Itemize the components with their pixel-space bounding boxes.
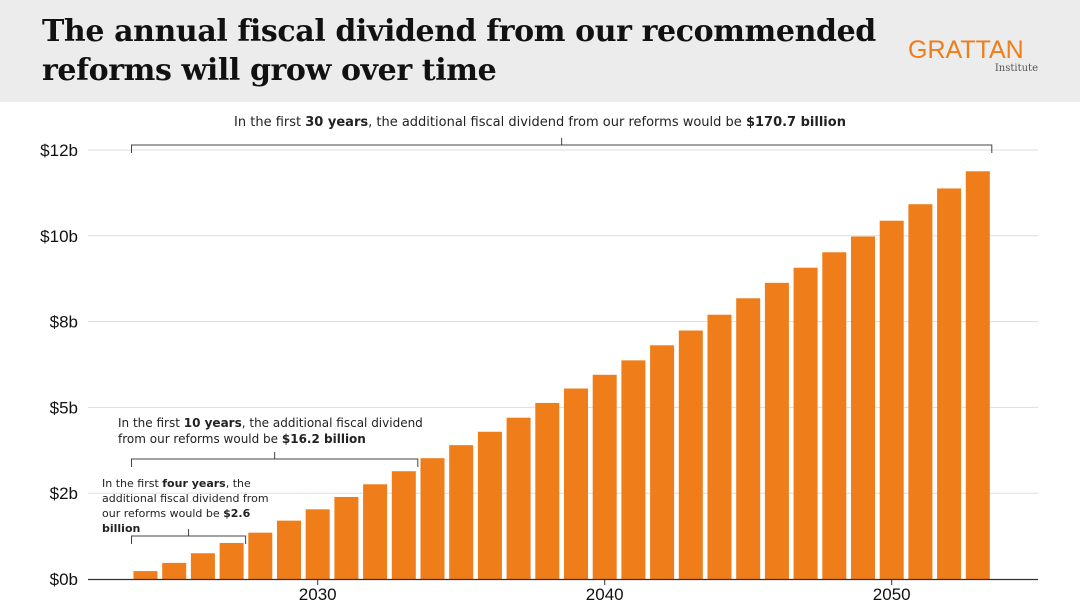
annotation-10-years: In the first 10 years, the additional fi… (118, 416, 423, 446)
annotation-four-years: In the first four years, the additional … (102, 477, 269, 535)
logo-wordmark: GRATTAN (908, 36, 1024, 64)
y-tick-label: $12b (40, 141, 78, 160)
y-tick-label: $0b (50, 570, 78, 589)
annotation-bracket (131, 452, 419, 467)
bar (965, 171, 990, 580)
grattan-logo: GRATTAN Institute (908, 36, 1038, 76)
y-tick-label: $10b (40, 227, 78, 246)
y-tick-label: $5b (50, 398, 78, 417)
bar (908, 204, 933, 580)
bar (219, 542, 244, 579)
bar (564, 388, 588, 579)
bar (363, 484, 388, 579)
bar (736, 298, 761, 579)
bar (793, 267, 818, 579)
bar (190, 553, 215, 579)
x-tick-label: 2040 (586, 585, 624, 604)
x-tick-label: 2050 (873, 585, 911, 604)
bar (277, 520, 301, 579)
bar (535, 402, 560, 579)
bar (621, 360, 646, 579)
bar (391, 471, 416, 579)
y-tick-label: $2b (50, 484, 78, 503)
x-tick-label: 2030 (299, 585, 337, 604)
bar (133, 571, 158, 579)
bar (707, 314, 732, 579)
bar-chart: $0b $2b $5b $8b $10b $12b 2030 2040 2050 (40, 138, 1038, 604)
header-band: The annual fiscal dividend from our reco… (0, 0, 1080, 102)
bar (764, 282, 789, 579)
annotation-bracket (131, 138, 993, 153)
bar (305, 509, 330, 579)
annotation-bracket (131, 529, 247, 544)
bar (822, 252, 847, 579)
logo-subtitle: Institute (994, 63, 1038, 74)
bar (879, 220, 904, 579)
bar (162, 562, 187, 579)
y-tick-label: $8b (50, 313, 78, 332)
bar (334, 496, 359, 579)
bar (592, 374, 617, 579)
bar (449, 445, 474, 579)
annotation-30-years: In the first 30 years, the additional fi… (234, 115, 846, 130)
bar (937, 188, 962, 579)
page-title: The annual fiscal dividend from our reco… (42, 14, 876, 88)
bar (248, 532, 273, 579)
bar (650, 345, 675, 579)
bar (678, 330, 703, 579)
bar (506, 417, 531, 579)
bar (477, 431, 502, 579)
bar (851, 236, 875, 580)
bar (420, 458, 445, 579)
